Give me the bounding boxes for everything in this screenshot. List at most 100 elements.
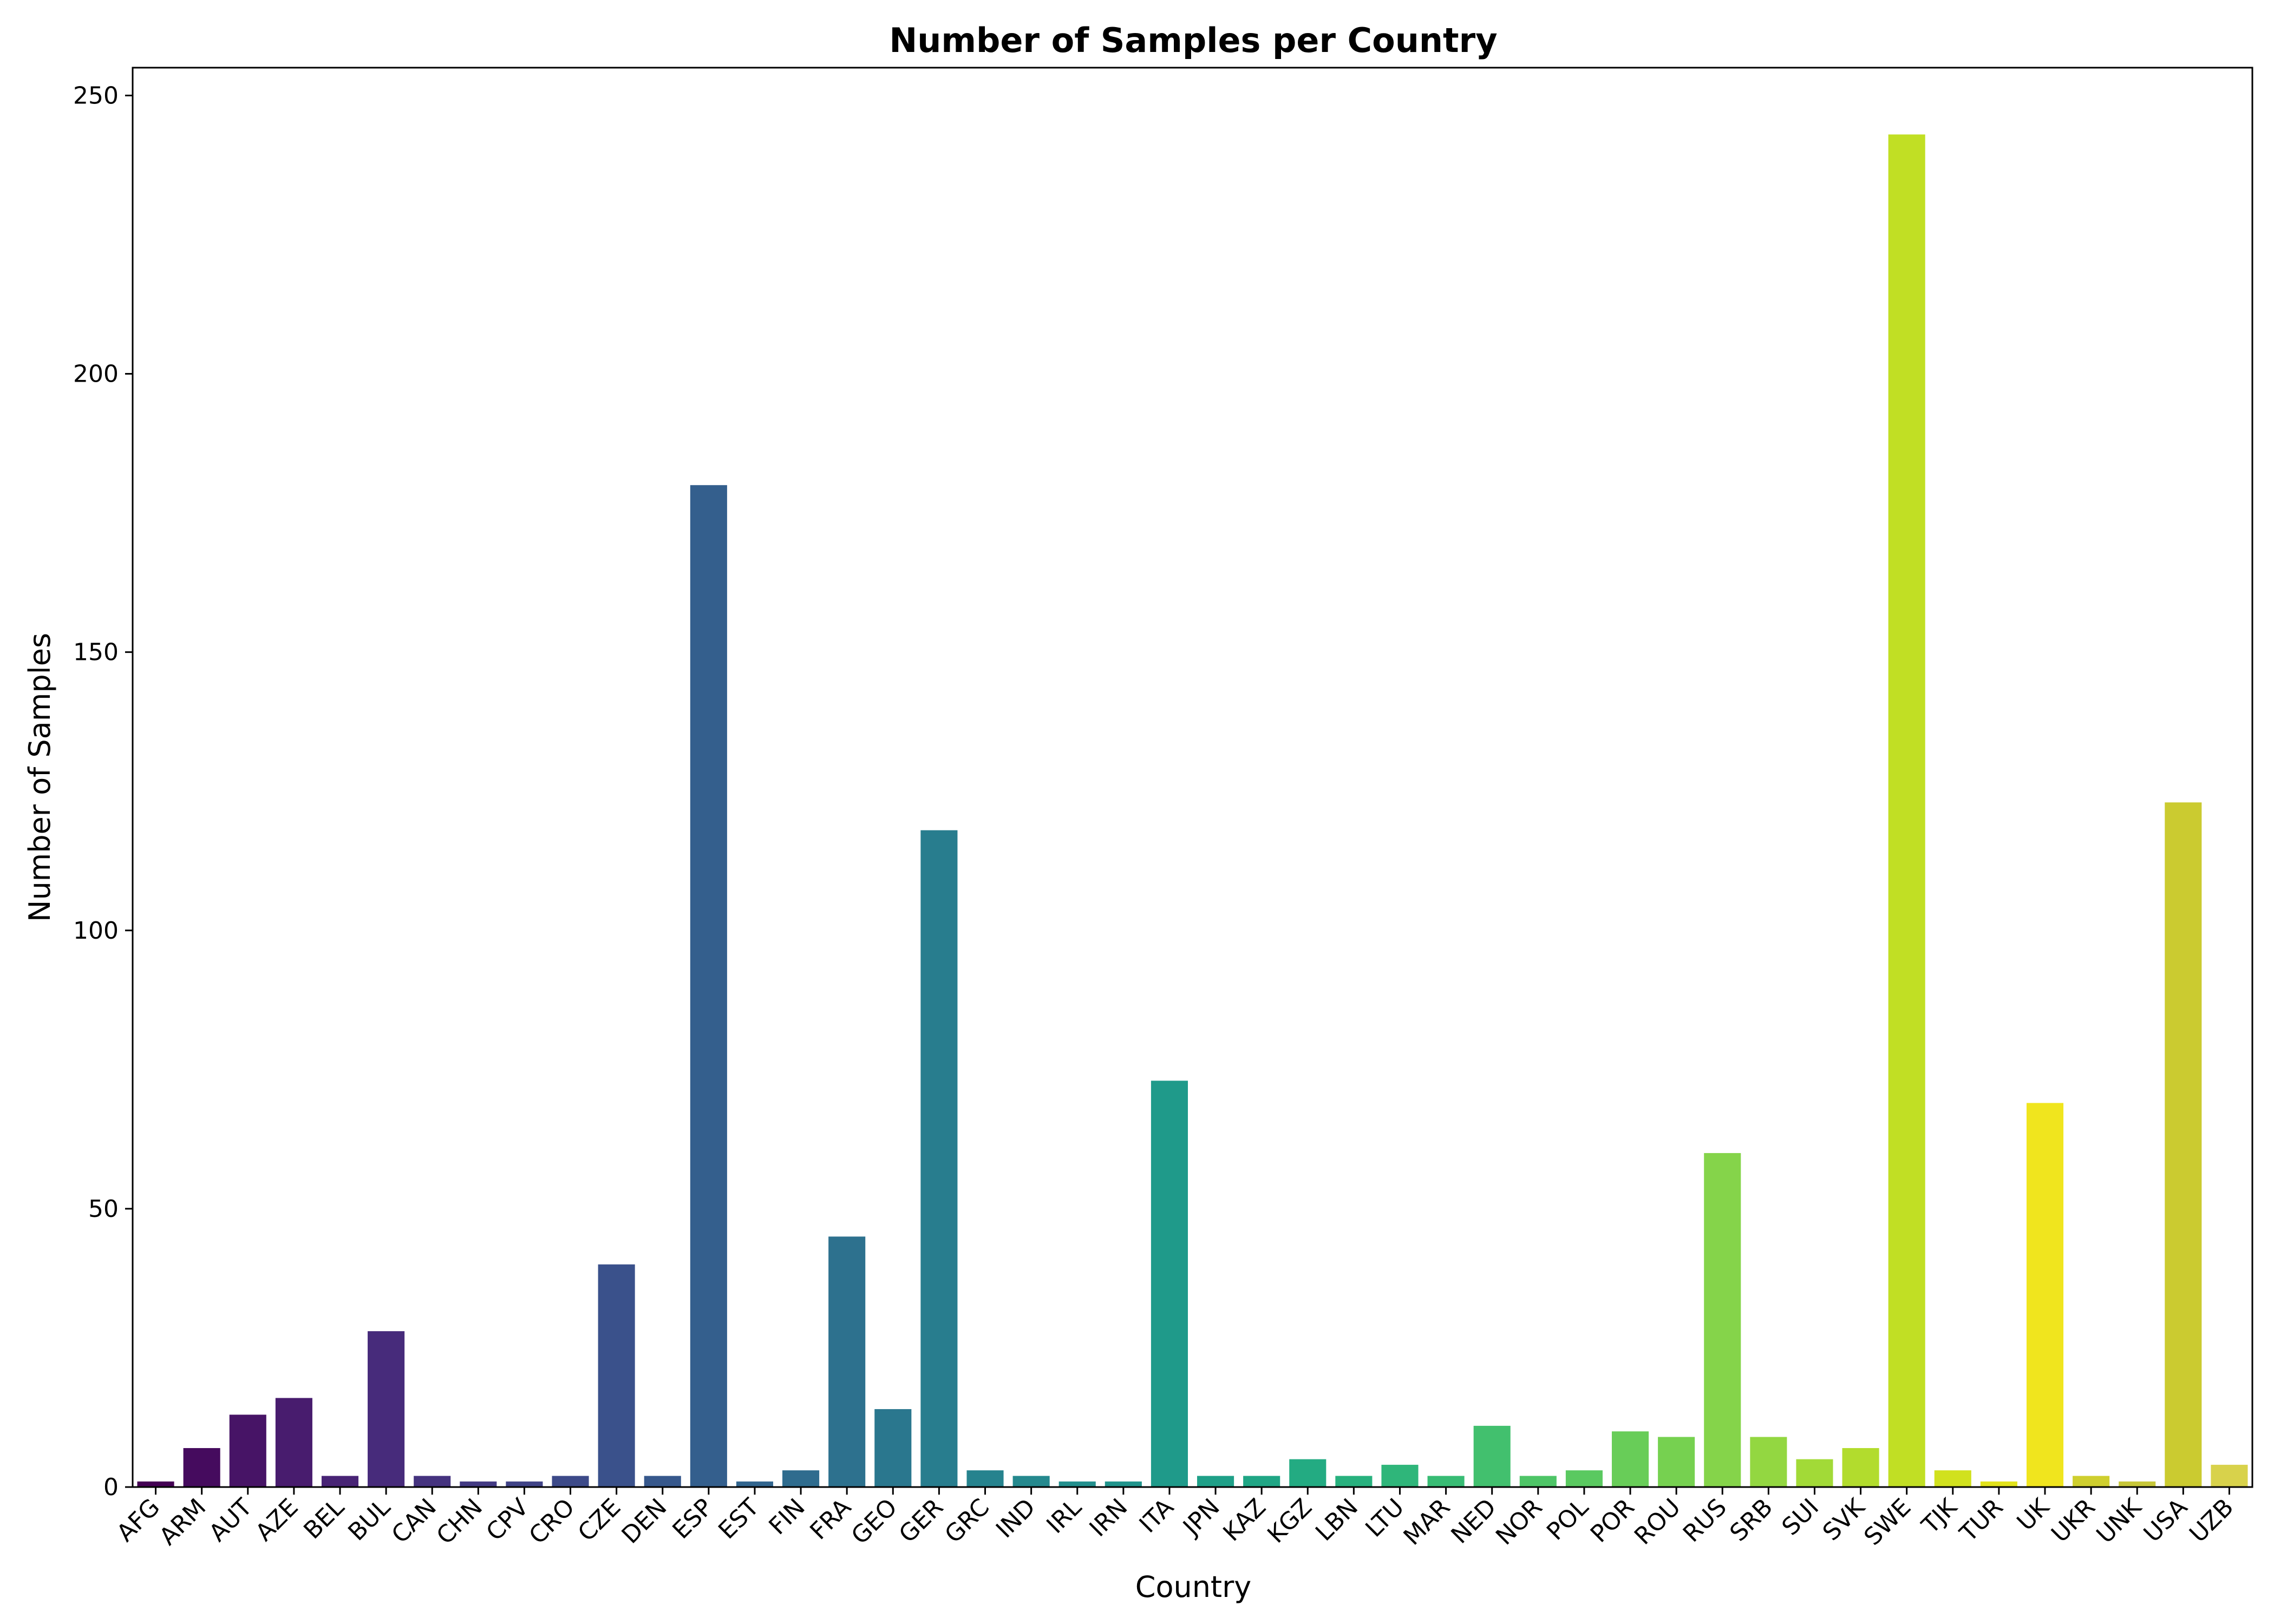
- x-tick-label: DEN: [617, 1494, 672, 1549]
- x-tick-label: SVK: [1818, 1493, 1871, 1546]
- y-axis: 0 50 100 150 200 250: [73, 82, 133, 1501]
- bar-pol: [1565, 1470, 1603, 1487]
- bar-bel: [321, 1476, 359, 1487]
- x-tick-label: AFG: [112, 1494, 165, 1547]
- bar-lbn: [1335, 1476, 1373, 1487]
- x-tick-label: TJK: [1916, 1493, 1963, 1540]
- x-tick-label: IRN: [1084, 1494, 1133, 1542]
- x-tick-label: UNK: [2091, 1493, 2147, 1549]
- x-tick-label: IND: [991, 1494, 1041, 1543]
- bar-srb: [1750, 1437, 1787, 1487]
- bar-fra: [828, 1236, 866, 1487]
- y-tick-label: 200: [73, 361, 119, 388]
- y-tick-label: 100: [73, 917, 119, 945]
- x-tick-label: BEL: [298, 1493, 350, 1544]
- bar-tur: [1980, 1481, 2017, 1487]
- bar-aze: [275, 1398, 312, 1487]
- x-tick-label: ROU: [1629, 1494, 1686, 1550]
- x-tick-label: KAZ: [1218, 1494, 1271, 1547]
- bar-kaz: [1243, 1476, 1280, 1487]
- x-tick-label: CPV: [481, 1494, 534, 1547]
- x-tick-label: POL: [1541, 1493, 1594, 1546]
- x-tick-label: FRA: [805, 1494, 857, 1546]
- bar-ned: [1473, 1425, 1511, 1487]
- bar-afg: [137, 1481, 174, 1487]
- y-tick-label: 250: [73, 82, 119, 109]
- bar-den: [644, 1476, 681, 1487]
- x-tick-label: KGZ: [1262, 1494, 1317, 1549]
- x-tick-label: SWE: [1859, 1494, 1916, 1551]
- bar-est: [736, 1481, 774, 1487]
- x-tick-label: ITA: [1134, 1494, 1179, 1538]
- bar-esp: [690, 485, 727, 1488]
- bar-unk: [2119, 1481, 2156, 1487]
- plot-frame: [132, 67, 2253, 1488]
- bar-ltu: [1381, 1464, 1419, 1487]
- x-tick-label: JPN: [1177, 1494, 1225, 1542]
- x-tick-label: SUI: [1776, 1494, 1824, 1541]
- x-tick-label: USA: [2139, 1494, 2193, 1548]
- x-tick-label: IRL: [1041, 1493, 1087, 1539]
- bar-cze: [598, 1264, 635, 1487]
- x-tick-label: SRB: [1724, 1494, 1778, 1547]
- bar-can: [414, 1476, 451, 1487]
- x-tick-label: CRO: [524, 1494, 580, 1550]
- bar-uzb: [2211, 1464, 2248, 1487]
- x-tick-label: TUR: [1955, 1494, 2009, 1548]
- x-tick-label: POR: [1585, 1494, 1640, 1548]
- bar-svk: [1842, 1448, 1879, 1487]
- bar-arm: [183, 1448, 220, 1487]
- bar-cpv: [506, 1481, 543, 1487]
- bar-aut: [229, 1415, 266, 1487]
- y-tick-label: 0: [103, 1474, 119, 1501]
- bar-fin: [782, 1470, 820, 1487]
- bar-irn: [1105, 1481, 1142, 1487]
- bar-irl: [1058, 1481, 1096, 1487]
- bar-por: [1611, 1431, 1649, 1487]
- y-tick-label: 50: [88, 1195, 119, 1223]
- x-tick-label: CZE: [573, 1494, 626, 1547]
- bar-ukr: [2073, 1476, 2110, 1487]
- bar-tjk: [1934, 1470, 1971, 1487]
- chart-title: Number of Samples per Country: [889, 21, 1497, 60]
- bar-rou: [1658, 1437, 1695, 1487]
- x-tick-label: GEO: [846, 1494, 903, 1550]
- bar-mar: [1427, 1476, 1465, 1487]
- x-tick-label: UZB: [2184, 1494, 2239, 1548]
- bars-group: [137, 134, 2248, 1488]
- bar-uk: [2026, 1103, 2064, 1487]
- x-tick-label: UKR: [2046, 1494, 2101, 1548]
- y-axis-label: Number of Samples: [23, 633, 57, 922]
- x-tick-label: LBN: [1310, 1494, 1363, 1547]
- bar-swe: [1888, 134, 1925, 1488]
- bar-ind: [1012, 1476, 1050, 1487]
- x-tick-label: MAR: [1399, 1494, 1456, 1551]
- bar-cro: [552, 1476, 589, 1487]
- x-tick-label: BUL: [343, 1493, 396, 1546]
- x-tick-label: FIN: [763, 1494, 810, 1540]
- x-axis-label: Country: [1135, 1570, 1252, 1604]
- bar-geo: [874, 1409, 912, 1487]
- bar-jpn: [1197, 1476, 1234, 1487]
- bar-usa: [2165, 802, 2202, 1487]
- x-tick-label: EST: [713, 1494, 764, 1545]
- x-tick-label: RUS: [1678, 1494, 1732, 1548]
- x-tick-label: AUT: [204, 1494, 257, 1547]
- bar-bul: [368, 1331, 405, 1487]
- x-tick-label: CAN: [387, 1494, 442, 1549]
- bar-sui: [1796, 1459, 1833, 1487]
- x-tick-label: GER: [894, 1494, 949, 1548]
- x-axis: AFGARMAUTAZEBELBULCANCHNCPVCROCZEDENESPE…: [112, 1487, 2239, 1551]
- x-tick-label: NOR: [1491, 1494, 1547, 1550]
- x-tick-label: NED: [1446, 1494, 1502, 1549]
- x-tick-label: ARM: [154, 1494, 212, 1551]
- bar-chn: [460, 1481, 497, 1487]
- y-tick-label: 150: [73, 639, 119, 666]
- x-tick-label: AZE: [250, 1494, 303, 1547]
- bar-kgz: [1289, 1459, 1327, 1487]
- x-tick-label: ESP: [667, 1494, 718, 1544]
- x-tick-label: GRC: [939, 1494, 995, 1549]
- bar-grc: [966, 1470, 1004, 1487]
- bar-ita: [1151, 1081, 1188, 1487]
